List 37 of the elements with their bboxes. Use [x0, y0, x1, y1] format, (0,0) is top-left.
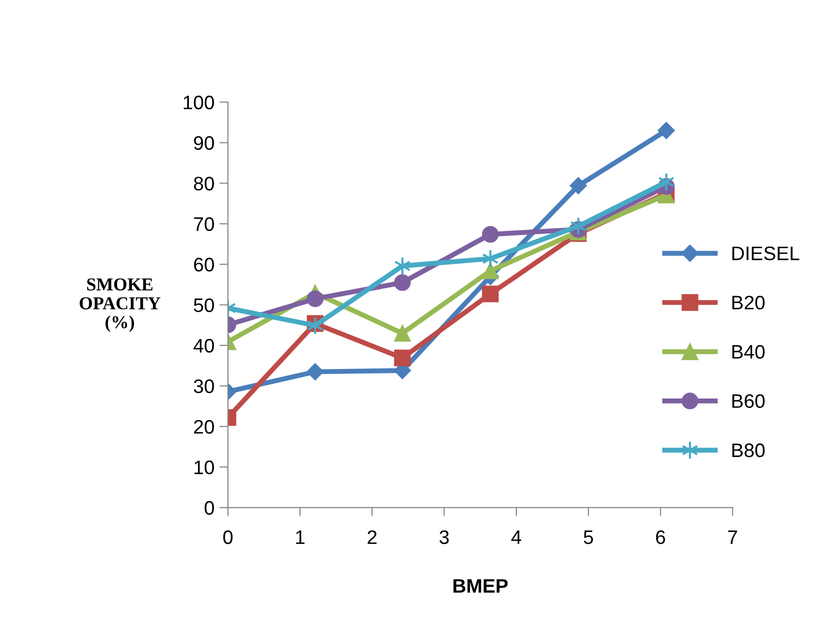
y-tick-label: 60 [194, 258, 214, 272]
point [394, 350, 411, 366]
point [482, 262, 499, 280]
x-tick-label: 2 [368, 530, 377, 544]
y-tick-label: 20 [194, 420, 214, 434]
legend-label: B80 [732, 443, 765, 458]
x-axis-title: BMEP [453, 579, 508, 593]
x-tick-label: 7 [728, 530, 738, 544]
x-tick-label: 5 [584, 530, 593, 544]
y-tick-label: 30 [194, 379, 214, 394]
y-tick-label: 0 [204, 501, 214, 515]
x-tick-label: 3 [440, 530, 449, 544]
y-tick-label: 10 [194, 460, 214, 474]
x-tick-label: 0 [223, 530, 233, 544]
legend-label: B20 [732, 296, 765, 310]
point [394, 324, 411, 342]
legend-label: B40 [732, 344, 765, 359]
y-axis-title: SMOKE OPACITY (%) [80, 278, 160, 332]
point [482, 226, 499, 243]
point [658, 172, 675, 192]
x-tick-label: 4 [511, 530, 522, 544]
point [658, 122, 675, 140]
y-tick-label: 40 [194, 338, 214, 353]
y-tick-label: 90 [194, 136, 214, 150]
point [394, 274, 411, 291]
y-tick-label: 100 [184, 96, 214, 110]
point [482, 286, 499, 302]
point [306, 363, 324, 380]
legend-label: DIESEL [732, 246, 800, 260]
x-tick-label: 6 [656, 530, 666, 544]
point [570, 177, 587, 194]
y-tick-label: 50 [194, 298, 214, 312]
y-tick-label: 80 [194, 176, 214, 190]
legend-label: B60 [732, 394, 765, 408]
x-tick-label: 1 [296, 530, 304, 544]
y-tick-label: 70 [194, 217, 214, 232]
point [306, 290, 324, 308]
